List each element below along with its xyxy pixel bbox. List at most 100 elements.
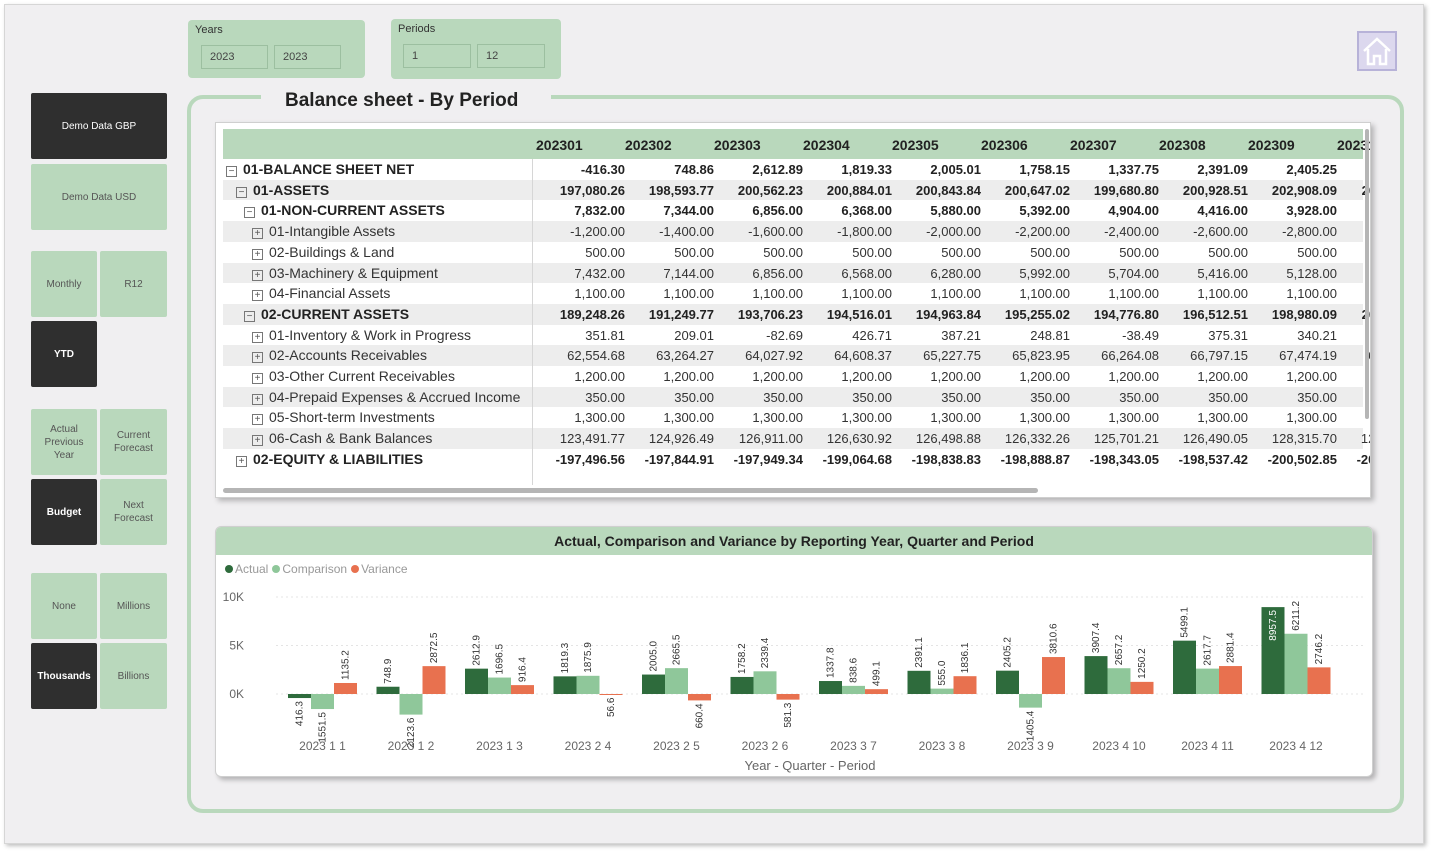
data-label: 1819.3 bbox=[560, 642, 571, 673]
table-cell: -198,537.42 bbox=[1178, 451, 1248, 467]
millions-button[interactable]: Millions bbox=[100, 573, 167, 639]
chart-bar bbox=[730, 676, 754, 694]
table-cell: 126,911.00 bbox=[738, 431, 803, 447]
row-label: 01-Inventory & Work in Progress bbox=[269, 326, 472, 343]
table-cell: -2,000.00 bbox=[926, 224, 981, 240]
matrix-column-header[interactable]: 202307 bbox=[1070, 137, 1117, 153]
data-label: 2005.0 bbox=[649, 641, 660, 672]
collapse-icon[interactable]: − bbox=[226, 166, 237, 177]
data-label: 1551.5 bbox=[318, 712, 329, 743]
demo-data-gbp-button[interactable]: Demo Data GBP bbox=[31, 93, 167, 159]
table-row: +01-Inventory & Work in Progress 351.81 20… bbox=[223, 325, 1363, 346]
chart-bar bbox=[553, 676, 577, 694]
periods-slicer: Periods 1 12 bbox=[391, 19, 561, 79]
table-cell: 1,100.00 bbox=[1286, 286, 1337, 302]
periods-to-input[interactable]: 12 bbox=[477, 44, 545, 68]
table-cell: 126,490.05 bbox=[1182, 431, 1248, 447]
table-cell: 351.81 bbox=[585, 327, 625, 343]
x-tick-label: 2023 1 1 bbox=[299, 739, 346, 753]
data-label: 2123.6 bbox=[406, 717, 417, 748]
expand-icon[interactable]: + bbox=[252, 228, 263, 240]
matrix-column-header[interactable]: 202309 bbox=[1248, 137, 1295, 153]
next-forecast-button[interactable]: Next Forecast bbox=[100, 479, 167, 545]
expand-icon[interactable]: + bbox=[252, 290, 263, 302]
expand-icon[interactable]: + bbox=[252, 414, 263, 426]
matrix-column-header[interactable]: 202303 bbox=[714, 137, 761, 153]
collapse-icon[interactable]: − bbox=[244, 310, 255, 322]
balance-sheet-matrix[interactable]: 202301 202302 202303 202304 202305 202306 2023… bbox=[215, 122, 1371, 498]
data-label: 499.1 bbox=[872, 661, 883, 686]
table-cell: 126,498.88 bbox=[915, 431, 981, 447]
collapse-icon[interactable]: − bbox=[244, 207, 255, 219]
collapse-icon[interactable]: − bbox=[236, 186, 247, 198]
monthly-button[interactable]: Monthly bbox=[31, 251, 97, 317]
data-label: 1836.1 bbox=[960, 642, 971, 673]
data-label: 56.6 bbox=[606, 697, 617, 717]
matrix-column-header[interactable]: 202308 bbox=[1159, 137, 1206, 153]
billions-button[interactable]: Billions bbox=[100, 643, 167, 709]
chart-bar bbox=[1284, 633, 1308, 694]
table-cell: 1,200.00 bbox=[1019, 369, 1070, 384]
expand-icon[interactable]: + bbox=[252, 331, 263, 343]
expand-icon[interactable]: + bbox=[236, 455, 247, 467]
table-cell: 387.21 bbox=[941, 327, 981, 343]
matrix-column-header[interactable]: 202302 bbox=[625, 137, 672, 153]
table-cell: -2,400.00 bbox=[1104, 224, 1159, 240]
chart-bar bbox=[422, 666, 446, 694]
years-to-input[interactable]: 2023 bbox=[274, 45, 341, 69]
current-forecast-button[interactable]: Current Forecast bbox=[100, 409, 167, 475]
legend-item[interactable]: Variance bbox=[351, 562, 408, 576]
chart-bar bbox=[930, 688, 954, 694]
table-cell: 63,264.27 bbox=[656, 348, 714, 364]
expand-icon[interactable]: + bbox=[252, 393, 263, 405]
matrix-column-header[interactable]: 202301 bbox=[536, 137, 583, 153]
periods-from-input[interactable]: 1 bbox=[403, 44, 471, 68]
expand-icon[interactable]: + bbox=[252, 352, 263, 364]
data-label: 1337.8 bbox=[826, 647, 837, 678]
actual-previous-year-button[interactable]: Actual Previous Year bbox=[31, 409, 97, 475]
legend-item[interactable]: Actual bbox=[225, 562, 268, 576]
ytd-button[interactable]: YTD bbox=[31, 321, 97, 387]
thousands-button[interactable]: Thousands bbox=[31, 643, 97, 709]
none-button[interactable]: None bbox=[31, 573, 97, 639]
legend-dot-icon bbox=[225, 565, 233, 573]
matrix-column-header[interactable]: 202310 bbox=[1337, 137, 1370, 153]
table-cell: -82.69 bbox=[766, 327, 803, 343]
table-cell: 64,027.92 bbox=[745, 348, 803, 364]
table-cell: 1,200.00 bbox=[841, 369, 892, 384]
horizontal-scrollbar[interactable] bbox=[223, 488, 1038, 493]
home-button[interactable] bbox=[1357, 31, 1397, 71]
table-cell: 1,300.00 bbox=[930, 410, 981, 426]
matrix-column-header[interactable]: 202305 bbox=[892, 137, 939, 153]
chart-bar bbox=[399, 694, 423, 715]
table-cell: 340.21 bbox=[1297, 327, 1337, 343]
table-cell: 500.00 bbox=[1297, 244, 1337, 260]
table-cell: -1,800.00 bbox=[837, 224, 892, 240]
table-cell: 193,706.23 bbox=[737, 306, 803, 322]
budget-button[interactable]: Budget bbox=[31, 479, 97, 545]
table-cell: 66,797.15 bbox=[1190, 348, 1248, 364]
r12-button[interactable]: R12 bbox=[100, 251, 167, 317]
x-tick-label: 2023 2 5 bbox=[653, 739, 700, 753]
expand-icon[interactable]: + bbox=[252, 269, 263, 281]
matrix-column-header[interactable]: 202304 bbox=[803, 137, 850, 153]
expand-icon[interactable]: + bbox=[252, 435, 263, 447]
years-from-input[interactable]: 2023 bbox=[201, 45, 268, 69]
table-cell: 198,980.09 bbox=[1271, 306, 1337, 322]
table-cell: -198,888.87 bbox=[1000, 451, 1070, 467]
table-cell: -197,844.91 bbox=[644, 451, 714, 467]
row-label: 02-EQUITY & LIABILITIES bbox=[253, 450, 424, 467]
table-cell: -197,949.34 bbox=[733, 451, 803, 467]
expand-icon[interactable]: + bbox=[252, 248, 263, 260]
legend-item[interactable]: Comparison bbox=[272, 562, 347, 576]
table-cell: 1,337.75 bbox=[1108, 162, 1159, 177]
table-cell: -200,572.75 bbox=[1356, 451, 1370, 467]
x-tick-label: 2023 3 7 bbox=[830, 739, 877, 753]
table-cell: 7,144.00 bbox=[663, 265, 714, 281]
expand-icon[interactable]: + bbox=[252, 373, 263, 384]
matrix-column-header[interactable]: 202306 bbox=[981, 137, 1028, 153]
chart-legend: Actual Comparison Variance bbox=[225, 562, 412, 576]
vertical-scrollbar[interactable] bbox=[1365, 129, 1369, 419]
years-slicer-label: Years bbox=[195, 24, 223, 36]
demo-data-usd-button[interactable]: Demo Data USD bbox=[31, 164, 167, 230]
